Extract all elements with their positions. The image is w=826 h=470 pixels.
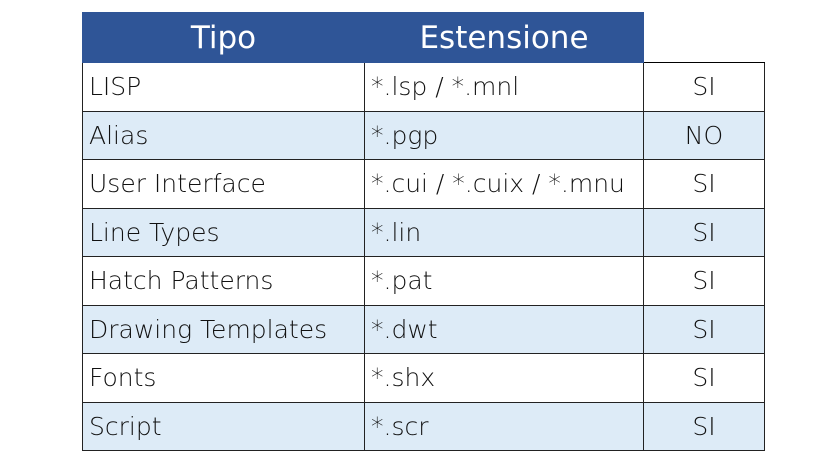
table-row: Hatch Patterns *.pat SI <box>82 256 765 306</box>
table-row: User Interface *.cui / *.cuix / *.mnu SI <box>82 159 765 209</box>
cell-valore: SI <box>643 401 765 451</box>
cell-valore: SI <box>643 62 765 112</box>
cell-tipo: Script <box>82 401 365 451</box>
header-row: Tipo Estensione <box>82 12 765 63</box>
header-tipo: Tipo <box>82 12 365 63</box>
cell-tipo: LISP <box>82 62 365 112</box>
cell-tipo: Alias <box>82 110 365 160</box>
cell-estensione: *.pgp <box>364 110 644 160</box>
table-row: LISP *.lsp / *.mnl SI <box>82 62 765 112</box>
cell-tipo: Drawing Templates <box>82 304 365 354</box>
table-row: Script *.scr SI <box>82 401 765 451</box>
cell-valore: SI <box>643 207 765 257</box>
cell-estensione: *.lin <box>364 207 644 257</box>
table-row: Alias *.pgp NO <box>82 110 765 160</box>
file-types-table: Tipo Estensione LISP *.lsp / *.mnl SI Alias… <box>82 12 765 451</box>
cell-valore: NO <box>643 110 765 160</box>
cell-tipo: Fonts <box>82 353 365 403</box>
table-row: Fonts *.shx SI <box>82 353 765 403</box>
cell-estensione: *.pat <box>364 256 644 306</box>
cell-valore: SI <box>643 353 765 403</box>
table-row: Line Types *.lin SI <box>82 207 765 257</box>
cell-tipo: User Interface <box>82 159 365 209</box>
cell-estensione: *.dwt <box>364 304 644 354</box>
cell-tipo: Hatch Patterns <box>82 256 365 306</box>
header-empty <box>643 12 765 63</box>
cell-valore: SI <box>643 159 765 209</box>
cell-valore: SI <box>643 304 765 354</box>
cell-estensione: *.cui / *.cuix / *.mnu <box>364 159 644 209</box>
cell-estensione: *.scr <box>364 401 644 451</box>
cell-valore: SI <box>643 256 765 306</box>
cell-tipo: Line Types <box>82 207 365 257</box>
cell-estensione: *.shx <box>364 353 644 403</box>
cell-estensione: *.lsp / *.mnl <box>364 62 644 112</box>
header-estensione: Estensione <box>364 12 644 63</box>
table-row: Drawing Templates *.dwt SI <box>82 304 765 354</box>
